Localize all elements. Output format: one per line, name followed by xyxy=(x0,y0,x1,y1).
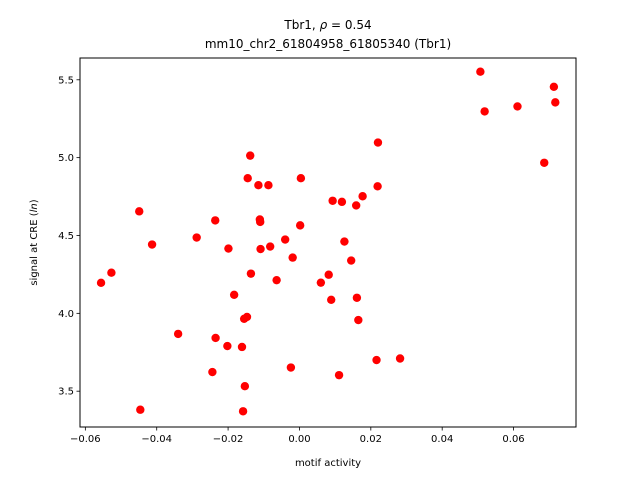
x-tick-label: −0.02 xyxy=(213,434,244,445)
data-point-11 xyxy=(224,244,233,253)
x-tick-label: −0.04 xyxy=(141,434,172,445)
data-point-23 xyxy=(256,217,265,227)
y-tick-label: 3.5 xyxy=(58,387,74,398)
plot-area xyxy=(96,67,560,416)
data-point-7 xyxy=(208,367,217,377)
data-point-44 xyxy=(358,192,367,201)
data-point-46 xyxy=(373,182,382,191)
axes-frame xyxy=(79,57,577,428)
data-point-24 xyxy=(256,244,265,254)
data-point-40 xyxy=(346,256,356,265)
data-point-5 xyxy=(173,329,183,339)
data-point-39 xyxy=(340,237,349,246)
data-point-9 xyxy=(211,333,220,343)
y-tick-label: 5.5 xyxy=(58,75,74,86)
data-point-33 xyxy=(316,278,326,287)
data-point-36 xyxy=(328,196,337,205)
data-point-17 xyxy=(242,312,252,322)
data-point-18 xyxy=(243,174,252,183)
data-point-21 xyxy=(254,181,263,190)
data-point-28 xyxy=(280,235,290,244)
data-point-12 xyxy=(229,290,239,300)
data-point-3 xyxy=(136,405,145,414)
data-point-1 xyxy=(107,268,116,277)
chart-title-line2: mm10_chr2_61804958_61805340 (Tbr1) xyxy=(205,37,451,51)
y-tick-label: 5.0 xyxy=(58,153,74,164)
data-point-43 xyxy=(354,315,363,325)
data-point-16 xyxy=(240,382,250,391)
data-point-8 xyxy=(211,216,220,225)
data-point-37 xyxy=(334,370,344,380)
data-point-29 xyxy=(286,363,296,372)
data-point-20 xyxy=(246,269,256,278)
data-point-13 xyxy=(237,342,247,352)
data-point-26 xyxy=(265,242,275,251)
x-tick-label: 0.00 xyxy=(288,434,310,445)
data-point-6 xyxy=(192,233,201,242)
data-point-41 xyxy=(351,201,361,210)
data-point-51 xyxy=(513,102,522,111)
data-point-47 xyxy=(373,138,383,147)
data-point-19 xyxy=(246,151,255,160)
chart-title-line1: Tbr1, ρ = 0.54 xyxy=(283,18,371,32)
data-point-27 xyxy=(272,275,281,285)
data-point-45 xyxy=(372,355,381,365)
data-point-0 xyxy=(96,278,106,288)
x-axis-label: motif activity xyxy=(295,458,361,469)
data-point-30 xyxy=(288,253,297,262)
data-point-49 xyxy=(476,67,485,76)
data-point-4 xyxy=(147,240,157,249)
data-point-48 xyxy=(395,354,405,363)
data-point-54 xyxy=(551,98,560,107)
data-point-2 xyxy=(135,207,144,216)
data-point-32 xyxy=(296,174,306,183)
data-point-10 xyxy=(223,341,232,351)
y-tick-label: 4.0 xyxy=(58,309,74,320)
y-axis-ticks: 3.5 4.0 4.5 5.0 5.5 xyxy=(58,75,80,398)
data-point-53 xyxy=(549,82,559,92)
data-point-34 xyxy=(324,270,333,279)
x-tick-label: 0.06 xyxy=(502,434,524,445)
data-point-38 xyxy=(337,197,347,207)
y-axis-label: signal at CRE (ln) xyxy=(29,199,40,285)
x-axis-ticks: −0.06 −0.04 −0.02 0.00 0.02 0.04 0.06 xyxy=(70,427,525,445)
data-point-35 xyxy=(327,295,336,304)
data-point-14 xyxy=(238,407,248,416)
x-tick-label: 0.04 xyxy=(431,434,453,445)
data-point-52 xyxy=(540,158,549,167)
x-tick-label: 0.02 xyxy=(360,434,382,445)
y-tick-label: 4.5 xyxy=(58,231,74,242)
data-point-42 xyxy=(352,293,362,302)
x-tick-label: −0.06 xyxy=(70,434,101,445)
data-point-50 xyxy=(480,107,489,116)
data-point-25 xyxy=(264,181,273,190)
data-point-31 xyxy=(295,221,305,230)
